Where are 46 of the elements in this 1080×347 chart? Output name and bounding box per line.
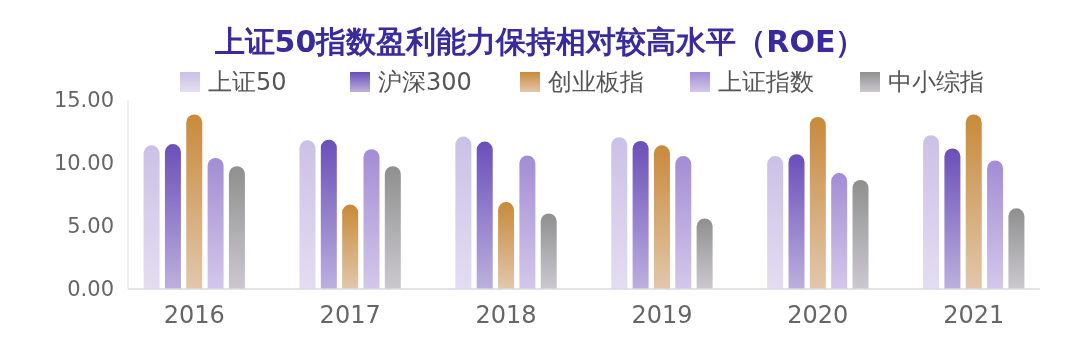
bar xyxy=(363,149,380,289)
y-tick-label: 5.00 xyxy=(67,214,114,239)
x-tick-label: 2020 xyxy=(787,301,849,329)
bar xyxy=(653,145,670,289)
bar xyxy=(767,156,784,289)
bar xyxy=(143,145,160,289)
legend-label: 中小综指 xyxy=(888,68,984,96)
bar xyxy=(831,173,848,289)
y-tick-label: 15.00 xyxy=(53,88,114,113)
x-tick-label: 2017 xyxy=(319,301,381,329)
bar xyxy=(476,141,493,289)
bar xyxy=(207,157,224,289)
bar xyxy=(965,114,982,289)
bar xyxy=(852,180,869,289)
chart-title: 上证50指数盈利能力保持相对较高水平（ROE） xyxy=(213,24,866,59)
bar xyxy=(384,166,401,289)
bar xyxy=(299,140,316,289)
bar xyxy=(320,139,337,289)
bar xyxy=(519,155,536,289)
bar xyxy=(809,117,826,289)
bar xyxy=(455,136,472,289)
legend-label: 创业板指 xyxy=(548,68,644,96)
bar xyxy=(923,135,940,289)
bar xyxy=(944,148,961,289)
legend-label: 上证指数 xyxy=(718,68,814,96)
bar xyxy=(498,202,515,289)
y-tick-label: 0.00 xyxy=(67,277,114,302)
bar xyxy=(540,213,557,289)
bar xyxy=(611,137,628,289)
bar xyxy=(186,114,203,289)
bar xyxy=(1008,208,1025,289)
bar xyxy=(788,154,805,289)
bar xyxy=(164,144,181,289)
bar xyxy=(987,160,1004,289)
bar xyxy=(675,156,692,289)
y-tick-label: 10.00 xyxy=(53,151,114,176)
bar xyxy=(632,140,649,289)
x-tick-label: 2018 xyxy=(475,301,537,329)
legend-label: 沪深300 xyxy=(378,68,472,96)
x-tick-label: 2021 xyxy=(943,301,1005,329)
x-tick-label: 2016 xyxy=(163,301,225,329)
x-tick-label: 2019 xyxy=(631,301,693,329)
bar xyxy=(228,166,245,289)
legend-label: 上证50 xyxy=(208,68,287,96)
bar xyxy=(696,218,713,289)
bar xyxy=(342,204,359,289)
